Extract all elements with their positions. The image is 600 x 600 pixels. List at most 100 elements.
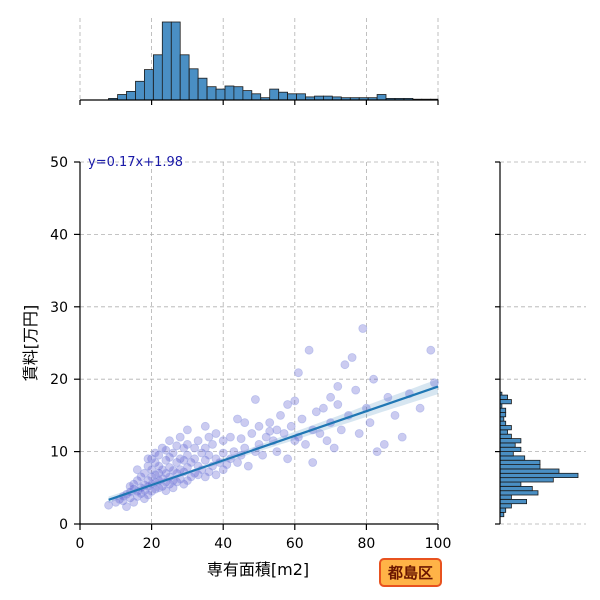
y-marginal-bar — [499, 420, 507, 426]
scatter-point — [179, 443, 189, 453]
scatter-point — [229, 447, 239, 457]
scatter-point — [211, 429, 221, 438]
x-marginal-bar — [242, 90, 253, 101]
y-marginal-bar — [499, 451, 514, 457]
y-axis-title: 賃料[万円] — [21, 305, 40, 382]
scatter-point — [200, 421, 210, 431]
scatter-point — [308, 458, 318, 467]
scatter-point — [390, 410, 400, 420]
x-marginal-bar — [197, 77, 208, 101]
x-marginal-bar — [188, 68, 199, 101]
scatter-point — [333, 400, 343, 409]
y-marginal-bar — [499, 498, 528, 505]
y-marginal-bar — [499, 394, 508, 400]
y-marginal-bar — [499, 399, 512, 405]
y-marginal-bar — [499, 438, 522, 444]
x-marginal-bar — [278, 91, 289, 101]
scatter-point — [233, 414, 242, 424]
x-marginal-bar — [224, 85, 235, 101]
scatter-point — [329, 443, 339, 453]
y-marginal-bar — [499, 503, 512, 509]
y-marginal-bar — [499, 446, 522, 452]
scatter-point — [250, 395, 260, 404]
scatter-point — [190, 454, 200, 464]
y-tick-label: 30 — [50, 300, 68, 316]
scatter-point — [165, 436, 174, 446]
x-marginal-ticks — [79, 100, 439, 105]
scatter-point — [283, 454, 293, 464]
scatter-point — [340, 360, 350, 370]
scatter-point — [415, 403, 425, 413]
x-marginal-bar — [170, 21, 181, 101]
scatter-point — [190, 443, 200, 453]
y-marginal-bar — [499, 412, 507, 418]
regression-line — [108, 385, 439, 501]
y-tick-label: 10 — [50, 445, 68, 461]
x-marginal-bar — [152, 54, 163, 101]
scatter-point — [122, 502, 131, 512]
y-marginal-bar — [499, 477, 554, 483]
scatter-point — [290, 396, 300, 406]
scatter-point — [225, 432, 235, 442]
scatter-point — [301, 439, 310, 449]
x-marginal-bar — [126, 91, 136, 101]
x-marginal-bar — [215, 88, 226, 101]
x-marginal-bar — [206, 86, 217, 101]
scatter-point — [426, 345, 436, 355]
x-marginal-bar — [287, 93, 298, 101]
scatter-point — [233, 458, 242, 467]
scatter-point — [311, 407, 321, 417]
scatter-point — [315, 429, 325, 438]
y-marginal-bar — [499, 459, 541, 465]
x-marginal-bars — [108, 21, 439, 101]
scatter-point — [240, 418, 250, 428]
scatter-point — [218, 436, 228, 446]
scatter-point — [365, 418, 375, 428]
scatter-point — [369, 374, 379, 384]
y-marginal-bar — [499, 494, 512, 500]
x-tick-label: 40 — [214, 536, 232, 552]
x-marginal-bar — [143, 69, 154, 101]
x-marginal-bar — [269, 88, 280, 101]
scatter-point — [161, 445, 171, 455]
y-marginal-bar — [499, 407, 507, 413]
y-marginal-bar — [499, 433, 512, 439]
x-tick-label: 20 — [143, 536, 161, 552]
x-tick-label: 0 — [76, 536, 85, 552]
x-axis-title: 専有面積[m2] — [207, 560, 309, 579]
scatter-point — [336, 425, 346, 435]
y-tick-label: 40 — [50, 227, 68, 243]
x-marginal-bar — [135, 80, 145, 101]
scatter-point — [204, 450, 214, 460]
x-marginal-bar — [251, 93, 262, 101]
ward-badge-label: 都島区 — [387, 564, 433, 582]
y-marginal-bar — [499, 472, 579, 478]
y-marginal-bar — [499, 455, 526, 461]
scatter-point — [293, 368, 303, 378]
scatter-point — [240, 443, 250, 453]
scatter-point — [326, 392, 336, 402]
regression-line-group — [108, 385, 439, 501]
ward-badge-box — [379, 558, 442, 587]
scatter-point — [379, 439, 389, 449]
scatter-point — [139, 468, 149, 478]
x-marginal-bar — [179, 54, 190, 101]
scatter-point — [143, 454, 153, 464]
y-tick-label: 50 — [50, 155, 68, 171]
y-marginal-ticks — [495, 161, 500, 525]
y-marginal-bar — [499, 485, 533, 492]
scatter-point — [397, 432, 407, 442]
y-marginal-bar — [499, 481, 522, 487]
scatter-point — [318, 403, 328, 413]
scatter-point — [272, 425, 282, 435]
scatter-point — [429, 378, 439, 388]
y-marginal-bar — [499, 507, 507, 513]
scatter-point — [175, 432, 185, 442]
scatter-point — [218, 448, 228, 458]
scatter-point — [243, 461, 253, 471]
x-marginal-bar — [296, 93, 306, 101]
scatter-point — [211, 470, 221, 480]
y-marginal-bar — [499, 490, 539, 496]
y-tick-label: 0 — [59, 517, 68, 533]
